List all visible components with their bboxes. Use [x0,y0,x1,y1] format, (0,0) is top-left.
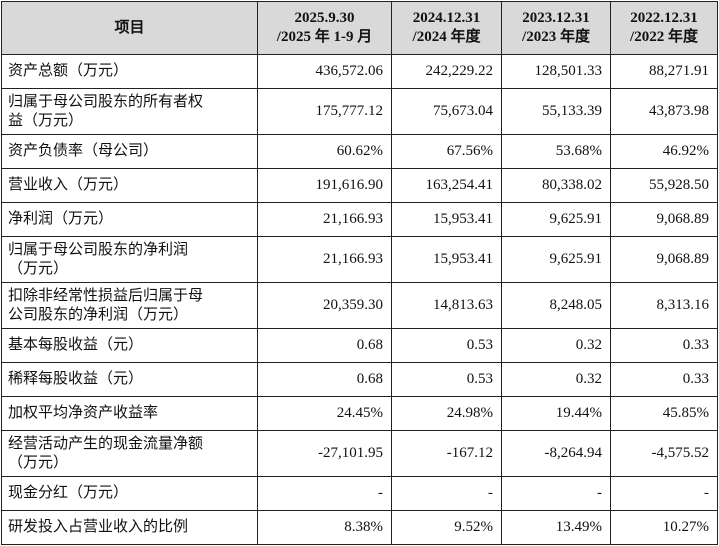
cell-value: 43,873.98 [610,88,718,135]
cell-value: 0.33 [610,362,718,397]
cell-value: 55,928.50 [610,168,718,203]
cell-value: - [501,476,611,511]
cell-value: 9,625.91 [501,202,611,237]
cell-value: 13.49% [501,510,611,545]
cell-value: 15,953.41 [391,236,502,283]
header-period-2024: 2024.12.31/2024 年度 [391,1,502,55]
cell-value: 0.32 [501,362,611,397]
cell-value: 128,501.33 [501,54,611,89]
cell-value: 67.56% [391,134,502,169]
table-row: 现金分红（万元） - - - - [1,476,718,511]
cell-value: 14,813.63 [391,282,502,329]
row-label: 经营活动产生的现金流量净额 （万元） [1,430,258,477]
cell-value: 0.53 [391,362,502,397]
cell-value: -4,575.52 [610,430,718,477]
row-label: 稀释每股收益（元） [1,362,258,397]
table-row: 净利润（万元） 21,166.93 15,953.41 9,625.91 9,0… [1,202,718,237]
cell-value: 0.68 [257,362,392,397]
cell-value: 0.32 [501,328,611,363]
table-row: 加权平均净资产收益率 24.45% 24.98% 19.44% 45.85% [1,396,718,431]
cell-value: 19.44% [501,396,611,431]
cell-value: 9.52% [391,510,502,545]
header-period-2025: 2025.9.30/2025 年 1-9 月 [257,1,392,55]
cell-value: - [257,476,392,511]
cell-value: 9,068.89 [610,202,718,237]
row-label: 研发投入占营业收入的比例 [1,510,258,545]
cell-value: 8,248.05 [501,282,611,329]
row-label: 归属于母公司股东的所有者权 益（万元） [1,88,258,135]
cell-value: 242,229.22 [391,54,502,89]
cell-value: 15,953.41 [391,202,502,237]
row-label: 加权平均净资产收益率 [1,396,258,431]
table-row: 稀释每股收益（元） 0.68 0.53 0.32 0.33 [1,362,718,397]
row-label: 资产负债率（母公司） [1,134,258,169]
cell-value: -8,264.94 [501,430,611,477]
cell-value: 21,166.93 [257,236,392,283]
cell-value: 191,616.90 [257,168,392,203]
cell-value: 8,313.16 [610,282,718,329]
cell-value: 60.62% [257,134,392,169]
cell-value: - [610,476,718,511]
cell-value: 24.98% [391,396,502,431]
cell-value: 24.45% [257,396,392,431]
row-label: 资产总额（万元） [1,54,258,89]
table-row: 资产负债率（母公司） 60.62% 67.56% 53.68% 46.92% [1,134,718,169]
cell-value: 75,673.04 [391,88,502,135]
cell-value: 436,572.06 [257,54,392,89]
cell-value: 163,254.41 [391,168,502,203]
cell-value: 9,068.89 [610,236,718,283]
table-row: 基本每股收益（元） 0.68 0.53 0.32 0.33 [1,328,718,363]
header-period-2022: 2022.12.31/2022 年度 [610,1,718,55]
cell-value: 80,338.02 [501,168,611,203]
header-item: 项目 [1,1,258,55]
cell-value: 9,625.91 [501,236,611,283]
cell-value: -167.12 [391,430,502,477]
cell-value: 45.85% [610,396,718,431]
cell-value: 20,359.30 [257,282,392,329]
cell-value: 0.53 [391,328,502,363]
cell-value: 175,777.12 [257,88,392,135]
cell-value: 55,133.39 [501,88,611,135]
cell-value: 88,271.91 [610,54,718,89]
table-row: 资产总额（万元） 436,572.06 242,229.22 128,501.3… [1,54,718,89]
table-row: 扣除非经常性损益后归属于母 公司股东的净利润（万元） 20,359.30 14,8… [1,282,718,329]
row-label: 基本每股收益（元） [1,328,258,363]
cell-value: 21,166.93 [257,202,392,237]
table-row: 归属于母公司股东的所有者权 益（万元） 175,777.12 75,673.04 … [1,88,718,135]
table-row: 研发投入占营业收入的比例 8.38% 9.52% 13.49% 10.27% [1,510,718,545]
row-label: 营业收入（万元） [1,168,258,203]
cell-value: 8.38% [257,510,392,545]
cell-value: 0.33 [610,328,718,363]
cell-value: 46.92% [610,134,718,169]
cell-value: 53.68% [501,134,611,169]
table-row: 经营活动产生的现金流量净额 （万元） -27,101.95 -167.12 -8,… [1,430,718,477]
table-row: 营业收入（万元） 191,616.90 163,254.41 80,338.02… [1,168,718,203]
cell-value: 0.68 [257,328,392,363]
table-row: 归属于母公司股东的净利润 （万元） 21,166.93 15,953.41 9,6… [1,236,718,283]
row-label: 扣除非经常性损益后归属于母 公司股东的净利润（万元） [1,282,258,329]
row-label: 净利润（万元） [1,202,258,237]
cell-value: 10.27% [610,510,718,545]
row-label: 归属于母公司股东的净利润 （万元） [1,236,258,283]
row-label: 现金分红（万元） [1,476,258,511]
table-header-row: 项目 2025.9.30/2025 年 1-9 月 2024.12.31/202… [1,1,718,55]
header-period-2023: 2023.12.31/2023 年度 [501,1,611,55]
cell-value: -27,101.95 [257,430,392,477]
cell-value: - [391,476,502,511]
